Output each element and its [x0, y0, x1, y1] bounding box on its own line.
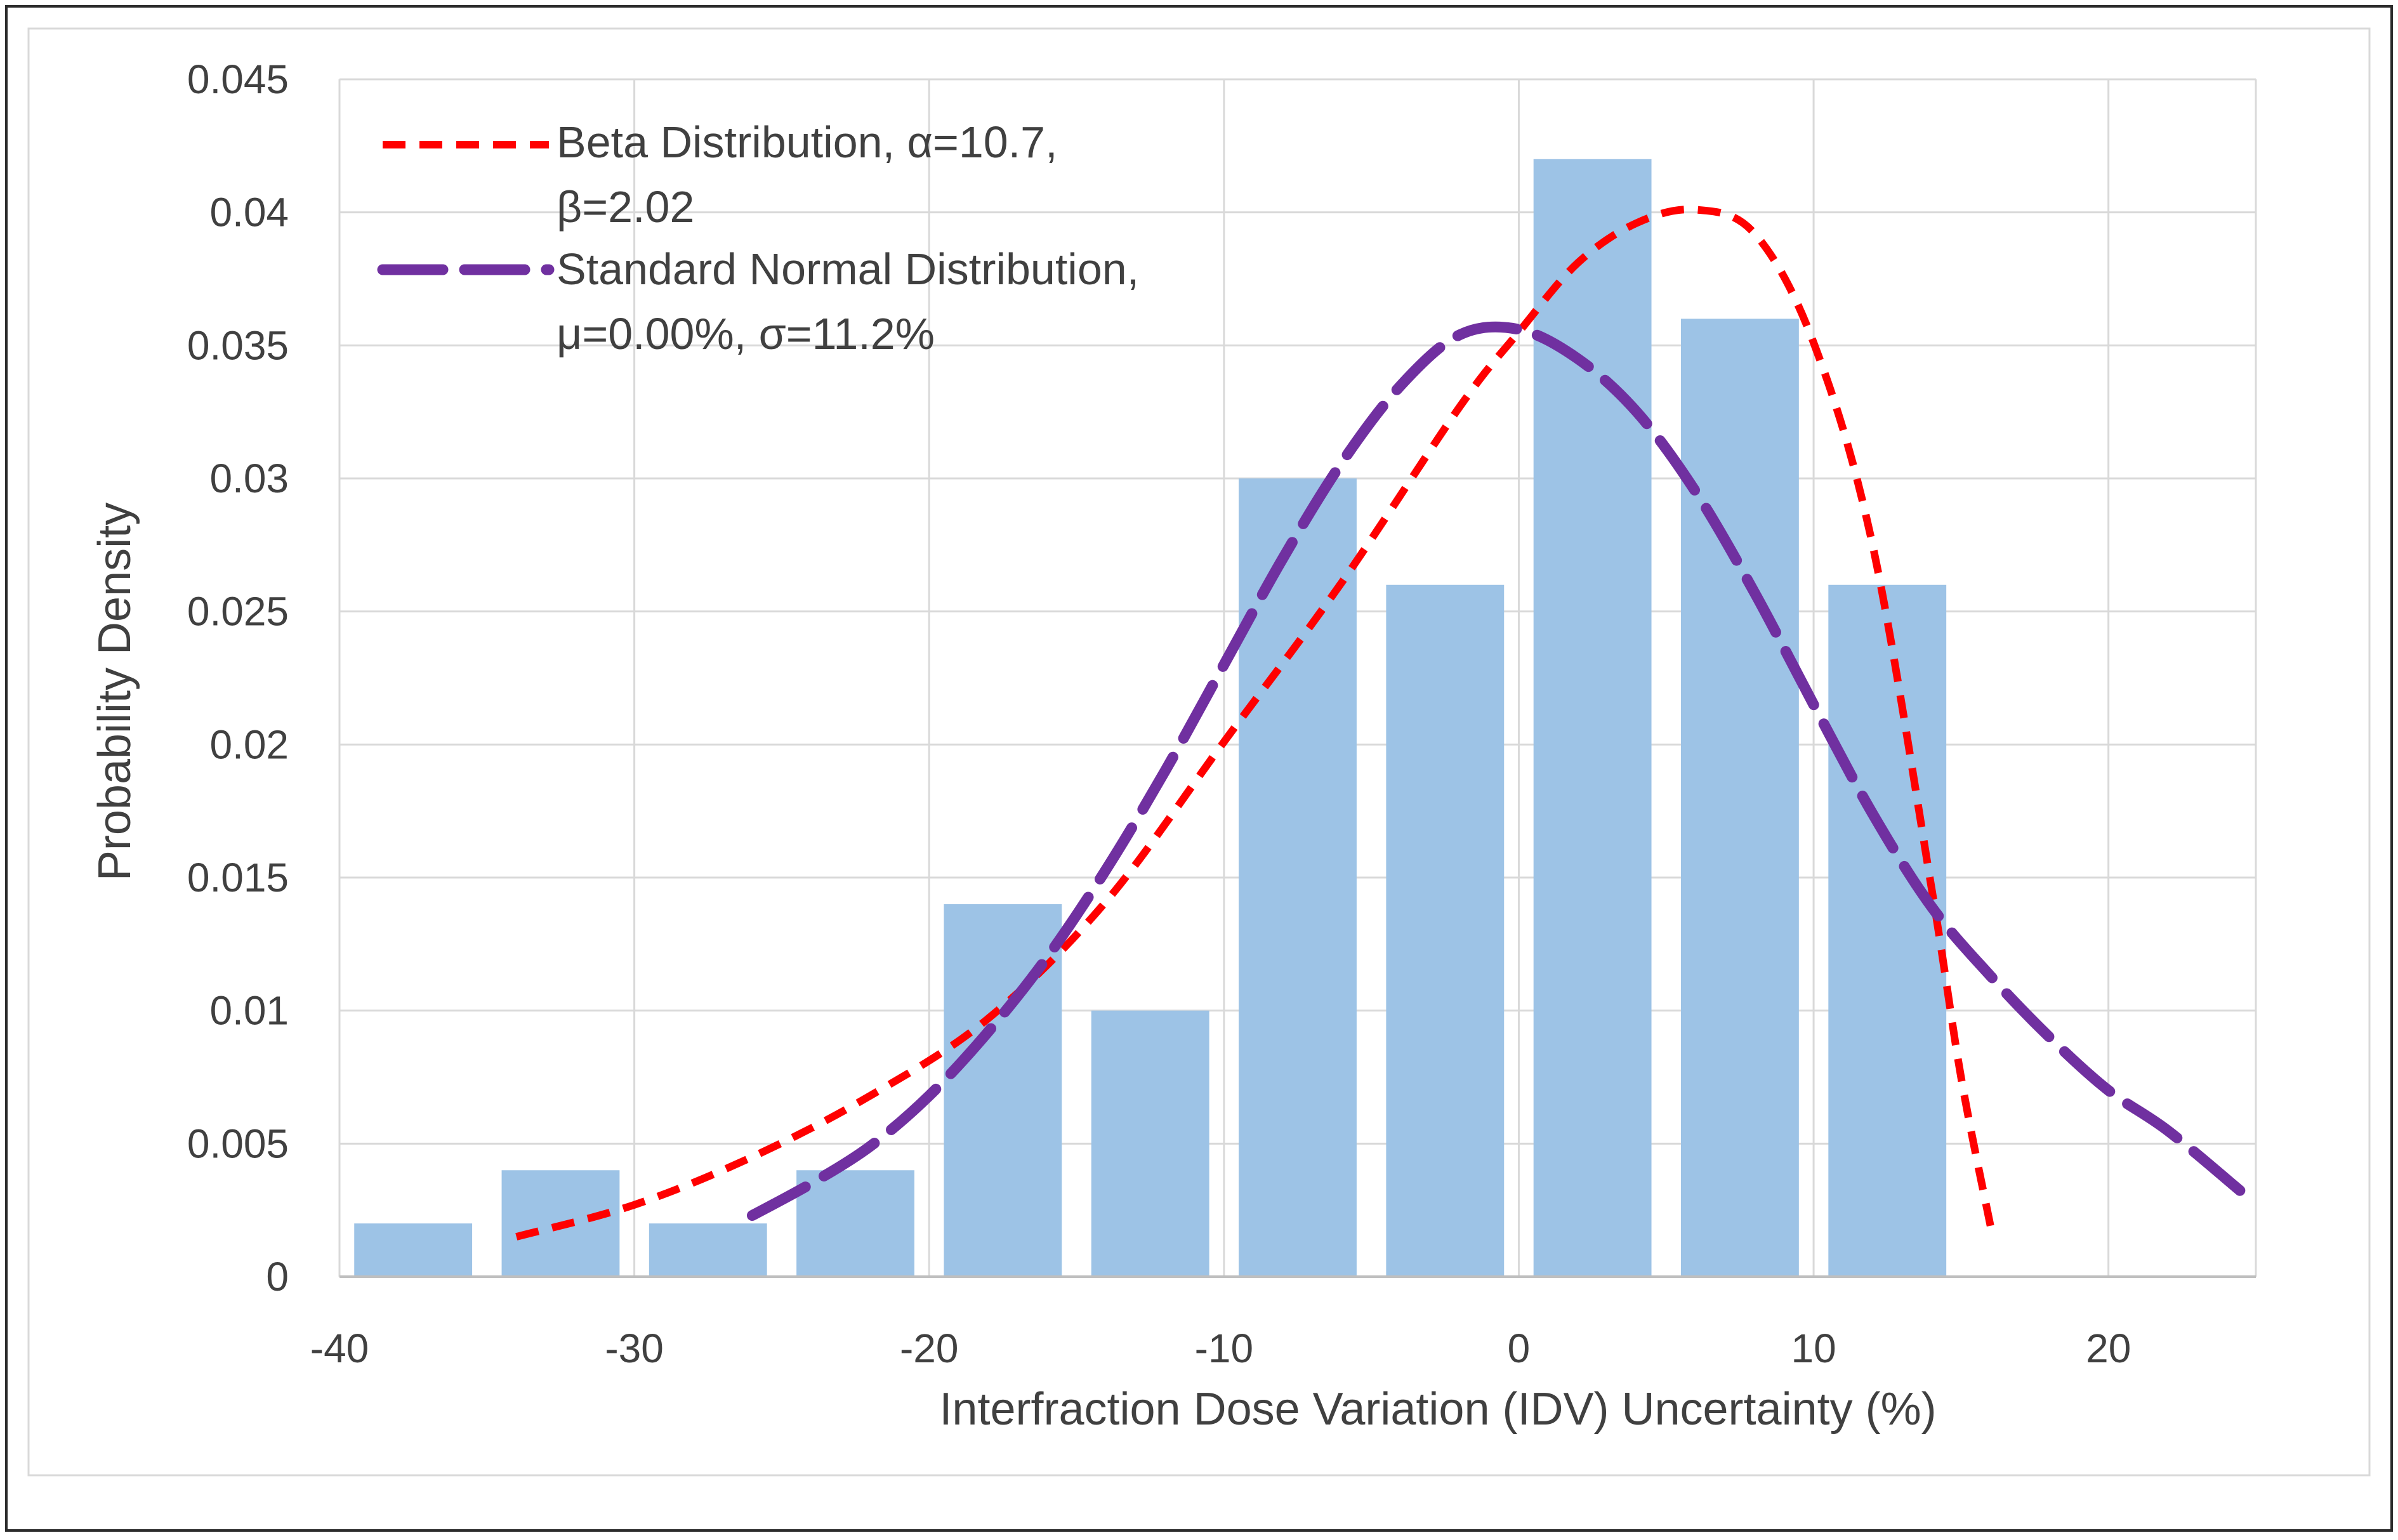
legend-normal-label-line2: μ=0.00%, σ=11.2% — [557, 309, 935, 359]
bar-layer — [354, 159, 1947, 1277]
y-tick-label: 0.04 — [209, 190, 289, 235]
legend-normal-label-line1: Standard Normal Distribution, — [557, 244, 1139, 294]
histogram-bar — [1533, 159, 1652, 1277]
x-tick-label: -40 — [310, 1326, 369, 1371]
y-tick-label: 0.015 — [187, 855, 289, 900]
histogram-bar — [1386, 584, 1505, 1277]
y-tick-label: 0.03 — [209, 456, 289, 501]
legend: Beta Distribution, α=10.7, β=2.02 Standa… — [377, 117, 1139, 359]
y-tick-label: 0.025 — [187, 589, 289, 635]
series-layer — [515, 206, 2247, 1241]
histogram-bar — [649, 1223, 767, 1277]
normal-distribution-curve — [746, 321, 2247, 1221]
x-tick-label: 0 — [1508, 1326, 1531, 1371]
histogram-bar — [1828, 584, 1947, 1277]
y-tick-label: 0.045 — [187, 56, 289, 102]
x-tick-label: 10 — [1791, 1326, 1836, 1371]
legend-beta-label-line1: Beta Distribution, α=10.7, — [557, 117, 1058, 167]
beta-distribution-curve — [515, 206, 1994, 1241]
x-tick-label: -10 — [1195, 1326, 1254, 1371]
histogram-bar — [796, 1170, 914, 1277]
y-tick-label: 0.01 — [209, 988, 289, 1034]
histogram-bar — [354, 1223, 473, 1277]
x-tick-label: -30 — [605, 1326, 664, 1371]
y-tick-label: 0 — [266, 1254, 289, 1300]
y-axis-title: Probability Density — [89, 503, 140, 881]
y-tick-label: 0.005 — [187, 1121, 289, 1166]
legend-beta-label-line2: β=2.02 — [557, 182, 694, 232]
x-tick-label: 20 — [2086, 1326, 2131, 1371]
histogram-bar — [1681, 319, 1799, 1277]
y-tick-label: 0.02 — [209, 721, 289, 767]
tick-layer: 0 0.005 0.01 0.015 0.02 0.025 0.03 0.035 0.04 0.0… — [187, 56, 2131, 1371]
y-tick-label: 0.035 — [187, 322, 289, 368]
histogram-bar — [1239, 478, 1357, 1277]
x-axis-title: Interfraction Dose Variation (IDV) Uncer… — [939, 1384, 1936, 1435]
histogram-bar — [1091, 1010, 1209, 1277]
x-tick-label: -20 — [900, 1326, 959, 1371]
